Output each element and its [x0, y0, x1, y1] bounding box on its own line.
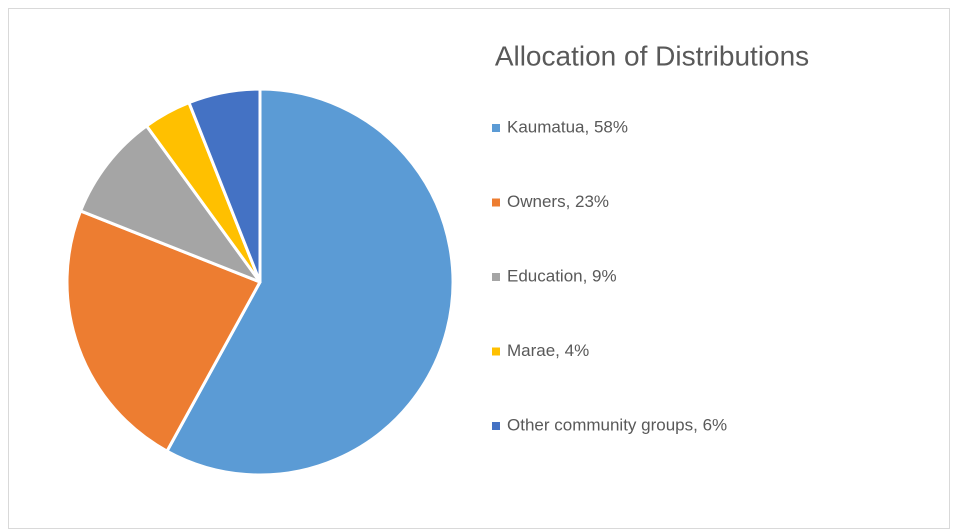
- pie-slice: [187, 87, 262, 284]
- legend-swatch: [492, 422, 500, 430]
- chart-title: Allocation of Distributions: [495, 40, 809, 71]
- legend-swatch: [492, 198, 500, 207]
- legend-label: Owners, 23%: [507, 192, 609, 211]
- legend-label: Education, 9%: [507, 266, 617, 285]
- legend-swatch: [492, 347, 500, 356]
- pie-slice: [65, 209, 262, 453]
- legend-label: Other community groups, 6%: [507, 415, 727, 434]
- pie-slice: [165, 87, 455, 477]
- legend-swatch: [492, 124, 500, 132]
- legend-swatch: [492, 273, 500, 281]
- pie-slice: [79, 124, 262, 284]
- legend-label: Kaumatua, 58%: [507, 117, 628, 136]
- legend-label: Marae, 4%: [507, 341, 589, 360]
